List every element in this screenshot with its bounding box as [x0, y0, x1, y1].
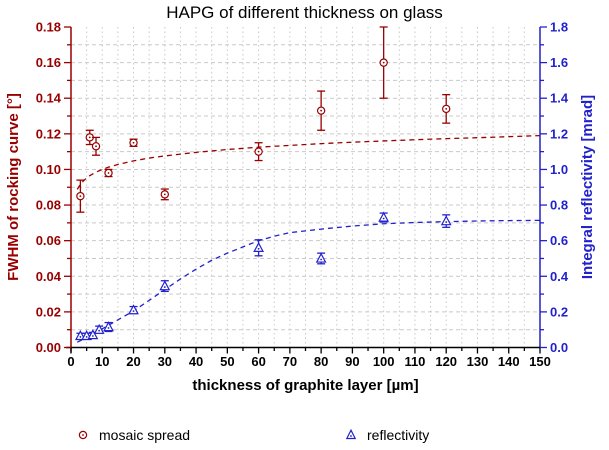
- x-tick-label: 0: [67, 354, 74, 369]
- y-right-tick-label: 1.8: [550, 20, 568, 35]
- y-right-tick-label: 1.2: [550, 126, 568, 141]
- mosaic-spread-trend-line: [76, 134, 541, 190]
- y-left-tick-label: 0.04: [36, 269, 62, 284]
- reflectivity-data-point: [159, 280, 171, 293]
- x-tick-label: 150: [529, 354, 551, 369]
- x-tick-label: 110: [404, 354, 425, 369]
- y-right-tick-label: 1.4: [550, 91, 569, 106]
- reflectivity-data-point: [253, 239, 265, 257]
- mosaic-spread-marker-icon: [78, 430, 88, 440]
- x-axis-title: thickness of graphite layer [µm]: [192, 377, 419, 394]
- y-right-tick-label: 1.0: [550, 162, 568, 177]
- reflectivity-trend-line: [76, 219, 541, 343]
- x-tick-label: 50: [220, 354, 234, 369]
- x-tick-label: 10: [95, 354, 109, 369]
- data-series: [74, 26, 452, 341]
- y-right-tick-label: 0.0: [550, 340, 568, 355]
- x-tick-label: 30: [158, 354, 172, 369]
- x-tick-label: 90: [345, 354, 359, 369]
- x-tick-label: 80: [314, 354, 328, 369]
- reflectivity-data-point: [93, 323, 105, 334]
- x-tick-label: 40: [189, 354, 203, 369]
- x-tick-label: 120: [435, 354, 457, 369]
- y-left-tick-label: 0.06: [36, 233, 61, 248]
- y-left-tick-label: 0.12: [36, 126, 61, 141]
- y-right-tick-label: 0.2: [550, 304, 568, 319]
- x-tick-label: 140: [498, 354, 520, 369]
- legend-item-reflectivity: reflectivity: [344, 427, 429, 443]
- mosaic-spread-data-point: [379, 26, 388, 99]
- gridlines: [71, 27, 540, 348]
- y-right-tick-label: 0.8: [550, 198, 568, 213]
- x-tick-label: 70: [283, 354, 297, 369]
- reflectivity-data-point: [440, 214, 452, 228]
- reflectivity-data-point: [378, 211, 390, 223]
- y-left-tick-label: 0.10: [36, 162, 61, 177]
- y-left-tick-label: 0.16: [36, 55, 61, 70]
- x-tick-label: 130: [467, 354, 489, 369]
- reflectivity-marker-icon: [345, 428, 357, 440]
- y-right-tick-label: 0.6: [550, 233, 568, 248]
- legend-label-mosaic-spread: mosaic spread: [99, 427, 191, 443]
- reflectivity-data-point: [128, 304, 139, 315]
- y-left-tick-label: 0.08: [36, 198, 61, 213]
- y-left-tick-label: 0.00: [36, 340, 61, 355]
- x-tick-label: 100: [373, 354, 395, 369]
- y-right-tick-label: 0.4: [550, 269, 569, 284]
- mosaic-spread-data-point: [129, 138, 138, 147]
- y-right-tick-label: 1.6: [550, 55, 568, 70]
- x-tick-label: 20: [126, 354, 140, 369]
- trend-lines: [76, 134, 541, 343]
- mosaic-spread-data-point: [160, 188, 169, 201]
- mosaic-spread-data-point: [442, 94, 451, 124]
- legend-label-reflectivity: reflectivity: [367, 427, 430, 443]
- legend-item-mosaic-spread: mosaic spread: [76, 427, 190, 443]
- mosaic-spread-data-point: [254, 142, 263, 162]
- mosaic-spread-data-point: [316, 90, 326, 131]
- chart-title: HAPG of different thickness on glass: [166, 3, 443, 22]
- x-tick-label: 60: [251, 354, 265, 369]
- axes: [64, 26, 547, 354]
- y-left-tick-label: 0.14: [36, 91, 62, 106]
- y-left-axis-title: FWHM of rocking curve [°]: [5, 93, 22, 281]
- mosaic-spread-data-point: [91, 136, 101, 156]
- y-left-tick-label: 0.18: [36, 20, 61, 35]
- mosaic-spread-data-point: [104, 168, 113, 178]
- mosaic-spread-data-point: [76, 179, 85, 213]
- reflectivity-data-point: [103, 321, 114, 333]
- reflectivity-data-point: [315, 252, 327, 265]
- y-left-tick-label: 0.02: [36, 304, 61, 319]
- tick-labels: 0 10 20 30 40 50 60 70 80 90 100 110 120 130 140 1500.0…: [36, 20, 569, 370]
- y-right-axis-title: Integral reflectivity [mrad]: [579, 94, 596, 280]
